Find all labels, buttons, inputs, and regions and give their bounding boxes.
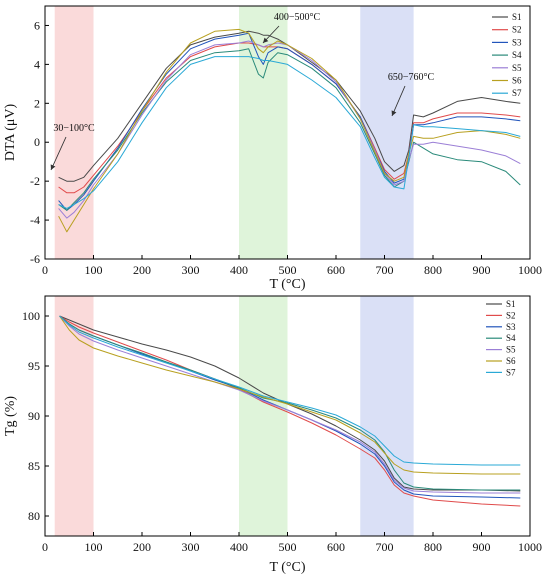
series-line-s3 xyxy=(58,32,521,211)
x-tick-label: 600 xyxy=(327,540,345,554)
y-tick-label: 0 xyxy=(34,135,40,149)
y-axis-label: DTA (μV) xyxy=(3,104,18,162)
annotation-label: 650−760°C xyxy=(388,72,435,83)
x-tick-label: 600 xyxy=(327,263,345,277)
series-line-s7 xyxy=(59,315,521,466)
legend-label-s6: S6 xyxy=(506,356,516,366)
legend-label-s6: S6 xyxy=(512,76,522,86)
temperature-band xyxy=(54,6,94,259)
legend-label-s4: S4 xyxy=(506,333,516,343)
y-tick-label: 2 xyxy=(34,96,40,110)
legend-label-s7: S7 xyxy=(506,367,516,377)
x-tick-label: 100 xyxy=(85,540,103,554)
y-tick-label: -4 xyxy=(30,213,40,227)
x-tick-label: 1000 xyxy=(518,540,542,554)
temperature-band xyxy=(54,296,94,536)
x-tick-label: 900 xyxy=(473,540,491,554)
series-line-s1 xyxy=(58,30,521,182)
annotation-arrowhead xyxy=(391,110,397,116)
y-tick-label: 90 xyxy=(28,409,40,423)
x-tick-label: 400 xyxy=(230,540,248,554)
series-line-s4 xyxy=(59,315,521,491)
legend-label-s2: S2 xyxy=(512,25,522,35)
annotation-arrow xyxy=(391,85,406,117)
series-line-s5 xyxy=(58,40,521,219)
x-tick-label: 200 xyxy=(133,540,151,554)
annotation-label: 400−500°C xyxy=(274,12,321,23)
x-tick-label: 300 xyxy=(182,263,200,277)
series-line-s3 xyxy=(59,315,521,499)
x-axis-label: T (°C) xyxy=(269,560,305,575)
x-tick-label: 900 xyxy=(473,263,491,277)
x-tick-label: 700 xyxy=(376,263,394,277)
y-tick-label: 80 xyxy=(28,509,40,523)
legend-label-s1: S1 xyxy=(512,12,522,22)
x-tick-label: 200 xyxy=(133,263,151,277)
series-line-s6 xyxy=(59,315,521,475)
x-tick-label: 1000 xyxy=(518,263,542,277)
series-line-s5 xyxy=(59,315,521,494)
legend-label-s3: S3 xyxy=(512,37,522,47)
legend-label-s4: S4 xyxy=(512,50,522,60)
series-line-s6 xyxy=(58,28,521,233)
annotation-label: 30−100°C xyxy=(53,123,95,134)
y-axis-label: Tg (%) xyxy=(3,396,18,436)
tg-chart: 0 100 200 300 400 500 600 700 800 900 1000 80 85 90 95… xyxy=(3,295,542,575)
legend-label-s3: S3 xyxy=(506,322,516,332)
dta-chart: 0 100 200 300 400 500 600 700 800 900 1000 -6 -4 -2 0 2… xyxy=(3,5,542,292)
annotation-arrowhead xyxy=(263,37,269,43)
temperature-band xyxy=(239,6,288,259)
x-tick-label: 100 xyxy=(85,263,103,277)
x-tick-label: 0 xyxy=(42,263,48,277)
x-tick-label: 800 xyxy=(424,540,442,554)
legend: S1 S2 S3 S4 S5 S6 S7 xyxy=(492,12,522,98)
x-tick-label: 700 xyxy=(376,540,394,554)
legend-label-s5: S5 xyxy=(512,63,522,73)
annotation-arrowhead xyxy=(50,164,56,170)
x-axis-label: T (°C) xyxy=(269,277,305,292)
series-line-s2 xyxy=(59,315,521,507)
y-tick-label: 85 xyxy=(28,459,40,473)
y-tick-label: -2 xyxy=(30,174,40,188)
legend-label-s5: S5 xyxy=(506,345,516,355)
y-tick-label: -6 xyxy=(30,252,40,266)
legend-label-s2: S2 xyxy=(506,310,516,320)
series-line-s4 xyxy=(58,48,521,211)
y-tick-label: 100 xyxy=(22,309,40,323)
temperature-band xyxy=(360,6,414,259)
x-tick-label: 800 xyxy=(424,263,442,277)
annotation-arrow xyxy=(50,136,67,171)
x-tick-label: 0 xyxy=(42,540,48,554)
y-tick-label: 95 xyxy=(28,359,40,373)
x-tick-label: 300 xyxy=(182,540,200,554)
x-tick-label: 400 xyxy=(230,263,248,277)
x-tick-label: 500 xyxy=(279,540,297,554)
series-line-s7 xyxy=(58,56,521,209)
y-tick-label: 4 xyxy=(34,57,40,71)
legend-label-s7: S7 xyxy=(512,88,522,98)
temperature-band xyxy=(360,296,414,536)
x-tick-label: 500 xyxy=(279,263,297,277)
y-tick-label: 6 xyxy=(34,18,40,32)
legend-label-s1: S1 xyxy=(506,299,516,309)
temperature-band xyxy=(239,296,288,536)
